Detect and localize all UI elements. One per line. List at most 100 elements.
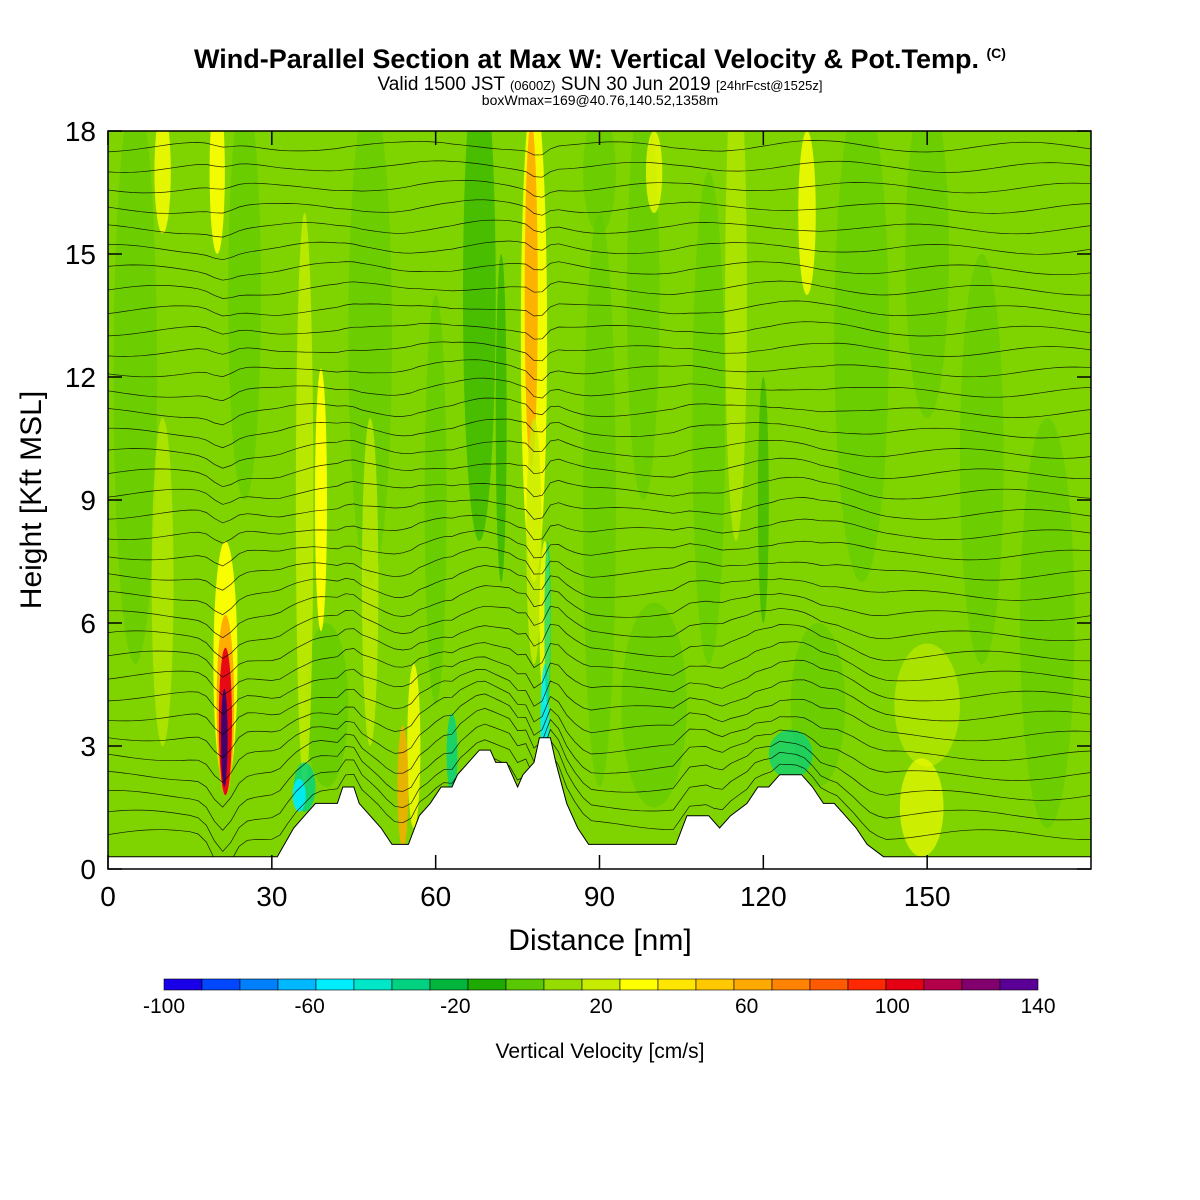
theta-contour-line (108, 219, 1091, 238)
colorbar-swatch (467, 978, 507, 991)
velocity-cell (834, 131, 889, 582)
colorbar-swatch (999, 978, 1039, 991)
colorbar-swatch (353, 978, 393, 991)
velocity-cell (209, 131, 225, 254)
velocity-cell (292, 778, 306, 812)
colorbar-swatch (847, 978, 887, 991)
colorbar-swatch (429, 978, 469, 991)
colorbar-swatch (771, 978, 811, 991)
velocity-cell (626, 131, 660, 500)
colorbar: -100 -60 -20 20 60 100 140 (143, 978, 1056, 1018)
theta-contour-line (108, 418, 1091, 449)
theta-contour-line (108, 457, 1091, 488)
theta-contour-line (108, 585, 1091, 639)
theta-contour-line (108, 530, 1091, 567)
y-tick-label: 12 (65, 362, 96, 393)
x-tick-label: 0 (100, 881, 116, 912)
colorbar-swatch (695, 978, 735, 991)
chart-title: Wind-Parallel Section at Max W: Vertical… (194, 44, 1006, 74)
colorbar-swatch (239, 978, 279, 991)
velocity-cell (645, 131, 663, 213)
y-tick-label: 9 (80, 485, 96, 516)
theta-contours (108, 140, 1091, 869)
velocity-cell (725, 131, 747, 541)
x-tick-label: 60 (420, 881, 451, 912)
velocity-cell (583, 213, 616, 787)
colorbar-label: Vertical Velocity [cm/s] (496, 1040, 705, 1063)
velocity-cell (544, 541, 551, 705)
theta-contour-line (108, 546, 1091, 591)
theta-contour-line (108, 680, 1091, 759)
velocity-cell (495, 254, 507, 582)
velocity-cell (295, 213, 314, 787)
colorbar-swatch (885, 978, 925, 991)
y-tick-label: 0 (80, 854, 96, 885)
x-tick-label: 120 (740, 881, 787, 912)
velocity-cell (692, 172, 726, 664)
theta-contour-line (108, 377, 1091, 402)
theta-contour-line (108, 751, 1091, 869)
colorbar-swatch (657, 978, 697, 991)
x-tick-label: 90 (584, 881, 615, 912)
theta-contour-line (108, 514, 1091, 544)
theta-contour-line (108, 723, 1091, 831)
theta-contour-line (108, 476, 1091, 505)
x-tick-label: 150 (904, 881, 951, 912)
terrain-mask (107, 737, 1092, 870)
velocity-cell (899, 758, 944, 857)
colorbar-tick-label: -100 (143, 995, 185, 1018)
velocity-cell (894, 643, 960, 767)
x-axis-label: Distance [nm] (508, 924, 691, 957)
colorbar-swatch (277, 978, 317, 991)
theta-contour-line (108, 261, 1091, 281)
colorbar-swatch (733, 978, 773, 991)
velocity-cell (113, 131, 158, 664)
velocity-cell (424, 295, 447, 705)
theta-contour-line (108, 180, 1091, 198)
y-tick-label: 15 (65, 239, 96, 270)
theta-contour-line (108, 280, 1091, 299)
theta-contour-line (108, 623, 1091, 678)
velocity-cell (768, 729, 813, 779)
y-tick-label: 18 (65, 116, 96, 147)
colorbar-swatch (543, 978, 583, 991)
colorbar-swatch (619, 978, 659, 991)
velocity-cell (621, 602, 687, 808)
colorbar-swatch (809, 978, 849, 991)
theta-contour-line (108, 656, 1091, 715)
theta-contour-line (108, 565, 1091, 616)
velocity-cell (154, 131, 171, 234)
velocity-cell (397, 725, 409, 849)
theta-contour-line (108, 668, 1091, 736)
theta-contour-line (108, 605, 1091, 659)
velocity-cell (959, 254, 1004, 664)
velocity-cell (526, 418, 542, 664)
theta-contour-line (108, 359, 1091, 381)
colorbar-swatch (391, 978, 431, 991)
theta-contour-line (108, 641, 1091, 696)
velocity-cell (151, 418, 174, 746)
velocity-cell (583, 131, 616, 234)
axis-ticks: 0 30 60 90 120 150 0 3 6 9 12 15 18 (65, 116, 1091, 912)
velocity-cell (462, 131, 496, 541)
colorbar-tick-label: 20 (589, 995, 612, 1018)
theta-contour-line (108, 739, 1091, 853)
velocity-cell (314, 368, 327, 632)
colorbar-swatch (505, 978, 545, 991)
chart-subtitle: Valid 1500 JST (0600Z) SUN 30 Jun 2019 [… (377, 74, 823, 95)
box-info: boxWmax=169@40.76,140.52,1358m (481, 92, 719, 108)
x-tick-label: 30 (256, 881, 287, 912)
colorbar-tick-label: 60 (735, 995, 758, 1018)
velocity-cell (757, 377, 769, 623)
theta-contour-line (108, 693, 1091, 783)
colorbar-swatch (581, 978, 621, 991)
velocity-cell (407, 664, 421, 828)
velocity-cell (1020, 418, 1075, 828)
theta-contour-line (108, 397, 1091, 426)
colorbar-swatch (923, 978, 963, 991)
colorbar-swatch (315, 978, 355, 991)
theta-contour-line (108, 300, 1091, 317)
velocity-cell (348, 131, 392, 582)
velocity-cell (446, 713, 458, 796)
theta-contour-line (108, 708, 1091, 808)
